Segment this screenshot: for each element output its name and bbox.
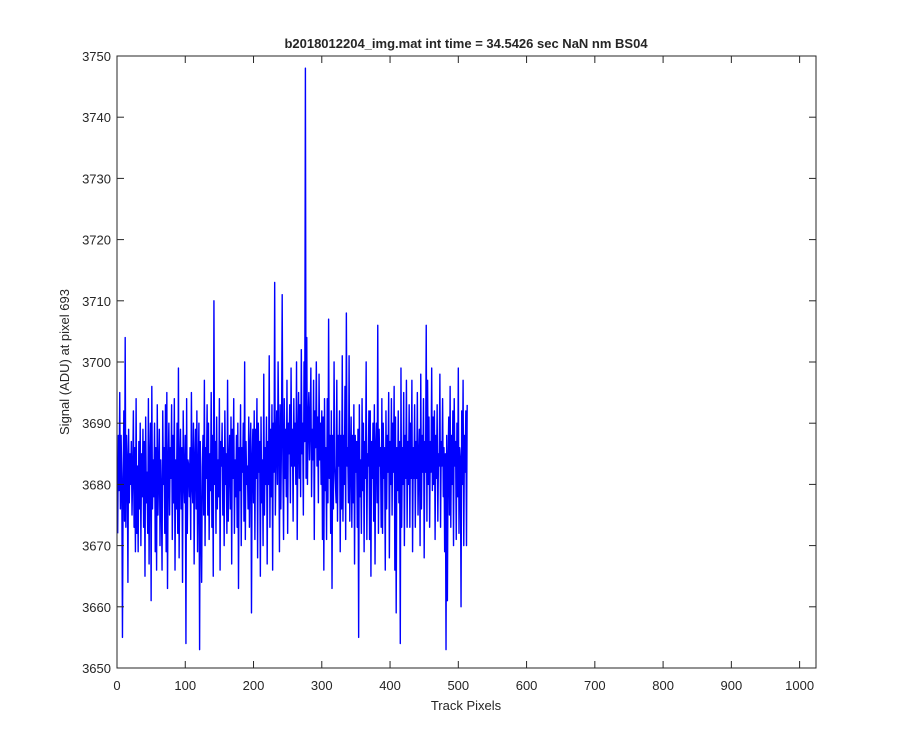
x-tick-label: 500 — [447, 678, 469, 693]
x-axis-ticks: 0 100 200 300 400 500 600 700 800 900 1000 — [113, 56, 814, 693]
y-tick-label: 3670 — [82, 539, 111, 554]
x-tick-label: 0 — [113, 678, 120, 693]
x-tick-label: 100 — [174, 678, 196, 693]
y-tick-label: 3680 — [82, 477, 111, 492]
y-tick-label: 3690 — [82, 416, 111, 431]
x-tick-label: 200 — [243, 678, 265, 693]
y-tick-label: 3750 — [82, 49, 111, 64]
y-tick-label: 3720 — [82, 233, 111, 248]
y-tick-label: 3700 — [82, 355, 111, 370]
chart-title: b2018012204_img.mat int time = 34.5426 s… — [284, 36, 648, 51]
x-tick-label: 600 — [516, 678, 538, 693]
x-tick-label: 800 — [652, 678, 674, 693]
y-tick-label: 3660 — [82, 600, 111, 615]
x-axis-label: Track Pixels — [431, 698, 502, 713]
x-tick-label: 400 — [379, 678, 401, 693]
x-tick-label: 300 — [311, 678, 333, 693]
y-tick-label: 3650 — [82, 661, 111, 676]
y-tick-label: 3740 — [82, 110, 111, 125]
y-axis-ticks: 3650 3660 3670 3680 3690 3700 3710 3720 3730 3740… — [82, 49, 816, 676]
series-layer — [116, 67, 468, 651]
y-axis-label: Signal (ADU) at pixel 693 — [57, 289, 72, 435]
x-tick-label: 700 — [584, 678, 606, 693]
x-tick-label: 900 — [721, 678, 743, 693]
y-tick-label: 3730 — [82, 171, 111, 186]
plot-area — [117, 56, 816, 668]
data-series-line-1 — [116, 67, 468, 651]
x-tick-label: 1000 — [785, 678, 814, 693]
y-tick-label: 3710 — [82, 294, 111, 309]
